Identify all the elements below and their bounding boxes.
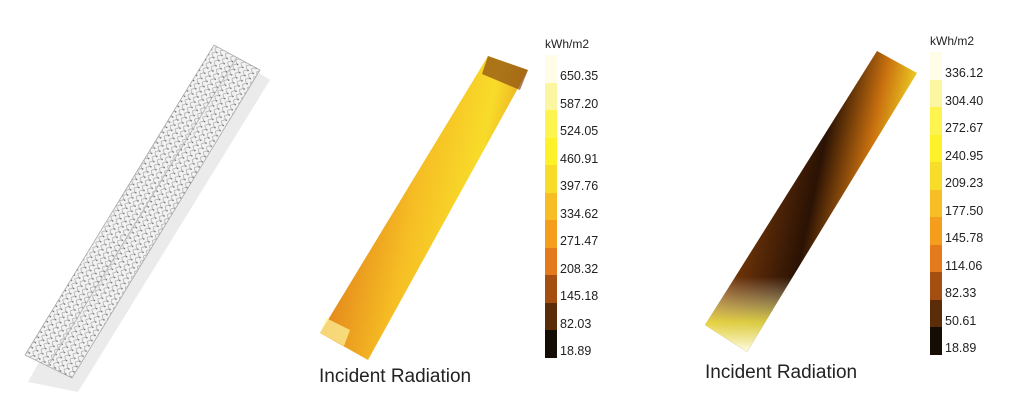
legend-label: 334.62 bbox=[560, 206, 599, 221]
legend-label: 271.47 bbox=[560, 234, 599, 248]
legend-label: 18.89 bbox=[560, 344, 592, 358]
legend-label: 82.03 bbox=[560, 316, 592, 331]
legend-swatch bbox=[545, 302, 557, 330]
legend-swatch bbox=[545, 82, 557, 110]
legend-unit: kWh/m2 bbox=[545, 37, 590, 51]
legend-label: 50.61 bbox=[945, 313, 977, 328]
legend-label: 208.32 bbox=[560, 261, 599, 276]
legend-swatch bbox=[545, 137, 557, 165]
incident-radiation-map-2 bbox=[705, 51, 917, 352]
legend-swatch bbox=[545, 192, 557, 220]
legend-label: 114.06 bbox=[945, 258, 983, 273]
legend-swatch bbox=[930, 79, 942, 107]
legend-swatch bbox=[930, 327, 942, 355]
legend-swatch bbox=[930, 162, 942, 190]
legend-swatch bbox=[930, 244, 942, 272]
legend-swatch bbox=[545, 165, 557, 193]
legend-swatch bbox=[930, 272, 942, 300]
legend-label: 336.12 bbox=[945, 66, 984, 80]
legend-label: 145.18 bbox=[560, 289, 599, 303]
legend-label: 240.95 bbox=[945, 148, 984, 163]
legend-swatch bbox=[545, 330, 557, 358]
legend-swatch bbox=[545, 247, 557, 275]
incident-radiation-map-1 bbox=[320, 56, 528, 360]
legend-label: 524.05 bbox=[560, 124, 599, 138]
legend-label: 460.91 bbox=[560, 151, 599, 166]
mesh-model-render bbox=[24, 44, 270, 392]
legend-swatch bbox=[930, 217, 942, 245]
legend-swatch bbox=[930, 134, 942, 162]
legend-label: 82.33 bbox=[945, 286, 977, 300]
legend-label: 587.20 bbox=[560, 96, 599, 111]
caption-incident-radiation-2: Incident Radiation bbox=[705, 362, 858, 383]
legend-swatch bbox=[545, 275, 557, 303]
legend-swatch bbox=[930, 299, 942, 327]
legend-swatch bbox=[545, 55, 557, 83]
legend-label: 145.78 bbox=[945, 231, 984, 245]
legend-swatch bbox=[930, 189, 942, 217]
legend-swatch bbox=[930, 107, 942, 135]
legend-label: 304.40 bbox=[945, 93, 984, 108]
legend-label: 272.67 bbox=[945, 121, 984, 135]
legend-label: 397.76 bbox=[560, 179, 599, 193]
legend-swatch bbox=[545, 220, 557, 248]
caption-incident-radiation-1: Incident Radiation bbox=[319, 366, 472, 387]
legend-unit: kWh/m2 bbox=[930, 34, 975, 48]
legend-swatch bbox=[545, 110, 557, 138]
legend-label: 650.35 bbox=[560, 69, 599, 83]
legend-label: 209.23 bbox=[945, 176, 984, 190]
legend-label: 18.89 bbox=[945, 341, 977, 355]
legend-label: 177.50 bbox=[945, 203, 984, 218]
legend-swatch bbox=[930, 52, 942, 80]
